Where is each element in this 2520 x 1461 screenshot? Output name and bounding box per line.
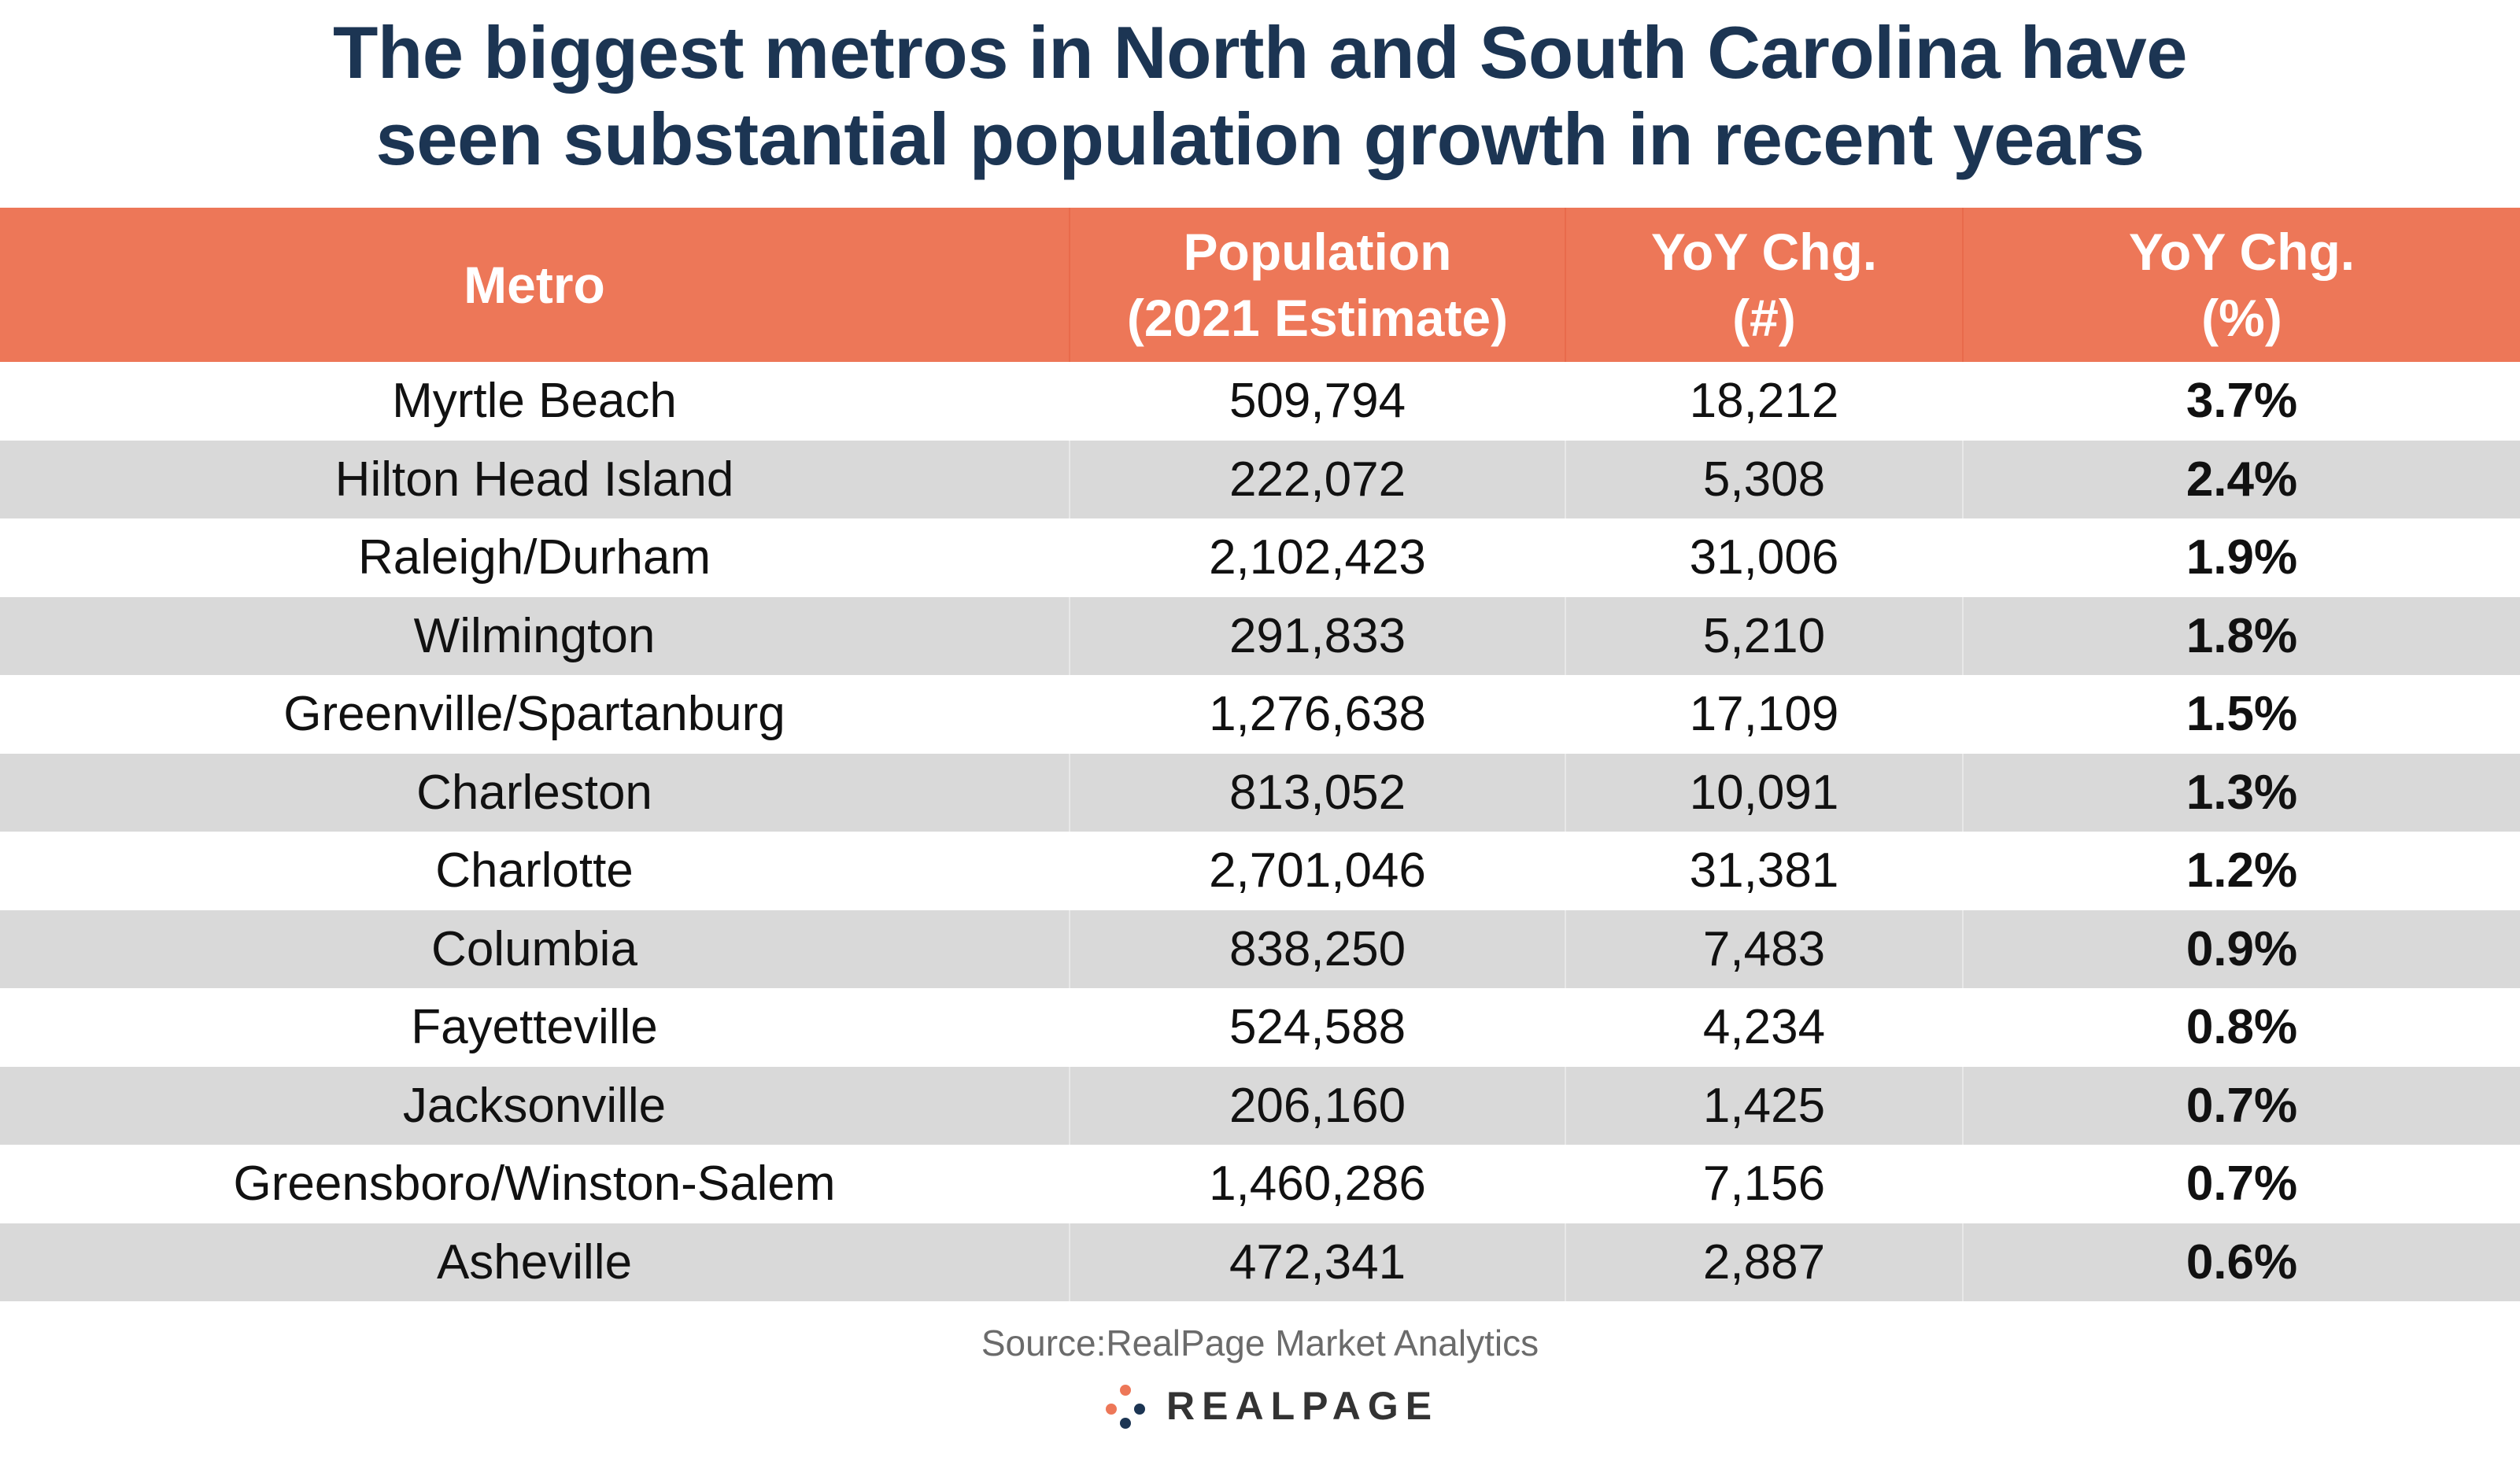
- metro-cell: Greenville/Spartanburg: [283, 687, 785, 742]
- yoy-count-cell: 18,212: [1689, 374, 1839, 429]
- yoy-percent-cell: 1.2%: [2186, 843, 2298, 898]
- table-row: Greensboro/Winston-Salem 1,460,286 7,156 0.…: [0, 1145, 2520, 1223]
- yoy-count-cell: 7,156: [1702, 1157, 1826, 1212]
- table-row: Charleston 813,052 10,091 1.3%: [0, 753, 2520, 832]
- metro-cell: Raleigh/Durham: [358, 530, 711, 585]
- metro-cell: Asheville: [0, 1223, 1070, 1301]
- yoy-percent-cell: 0.7%: [2186, 1078, 2298, 1133]
- yoy-count-cell: 7,483: [1566, 909, 1964, 988]
- metro-cell: Jacksonville: [0, 1066, 1070, 1145]
- yoy-count-cell: 31,381: [1689, 843, 1839, 898]
- table-row: Greenville/Spartanburg 1,276,638 17,109 1.5…: [0, 675, 2520, 754]
- table-row: Hilton Head Island 222,072 5,308 2.4%: [0, 440, 2520, 518]
- population-cell: 222,072: [1070, 440, 1566, 518]
- table-row: Wilmington 291,833 5,210 1.8%: [0, 596, 2520, 675]
- table-row: Jacksonville 206,160 1,425 0.7%: [0, 1066, 2520, 1145]
- yoy-count-cell: 10,091: [1566, 753, 1964, 832]
- metro-cell: Wilmington: [0, 596, 1070, 675]
- yoy-count-cell: 5,308: [1566, 440, 1964, 518]
- yoy-percent-cell: 1.8%: [2186, 608, 2298, 663]
- metro-cell: Fayetteville: [411, 1000, 658, 1055]
- population-cell: 813,052: [1070, 753, 1566, 832]
- table-row: Columbia 838,250 7,483 0.9%: [0, 909, 2520, 988]
- header-yoy-change-percent: YoY Chg. (%): [2128, 223, 2356, 347]
- source-note: Source:RealPage Market Analytics: [981, 1323, 1539, 1363]
- table-row: Asheville 472,341 2,887 0.6%: [0, 1223, 2520, 1301]
- population-cell: 206,160: [1070, 1066, 1566, 1145]
- table-row: Myrtle Beach 509,794 18,212 3.7%: [0, 362, 2520, 441]
- yoy-percent-cell: 3.7%: [2186, 374, 2298, 429]
- yoy-count-cell: 5,210: [1566, 596, 1964, 675]
- yoy-percent-cell: 0.8%: [2186, 1000, 2298, 1055]
- yoy-percent-cell: 1.5%: [2186, 687, 2298, 742]
- yoy-percent-cell: 2.4%: [2186, 452, 2298, 507]
- yoy-percent-cell: 0.6%: [2186, 1234, 2298, 1289]
- yoy-percent-cell: 0.7%: [2186, 1157, 2298, 1212]
- yoy-percent-cell: 1.3%: [2186, 765, 2298, 820]
- metro-cell: Hilton Head Island: [0, 440, 1070, 518]
- population-cell: 2,701,046: [1209, 843, 1426, 898]
- population-cell: 1,460,286: [1209, 1157, 1426, 1212]
- table-row: Raleigh/Durham 2,102,423 31,006 1.9%: [0, 518, 2520, 597]
- yoy-percent-cell: 0.9%: [2186, 921, 2298, 976]
- yoy-count-cell: 31,006: [1689, 530, 1839, 585]
- header-metro: Metro: [0, 208, 1070, 362]
- logo-text: REALPAGE: [1166, 1384, 1439, 1428]
- metro-cell: Charleston: [0, 753, 1070, 832]
- table-header: Metro Population (2021 Estimate) YoY Chg…: [0, 208, 2520, 362]
- chart-title: The biggest metros in North and South Ca…: [332, 11, 2188, 180]
- metro-cell: Charlotte: [435, 843, 634, 898]
- population-cell: 2,102,423: [1209, 530, 1426, 585]
- header-yoy-change-count: YoY Chg. (#): [1566, 208, 1964, 362]
- population-table: Metro Population (2021 Estimate) YoY Chg…: [0, 208, 2520, 1301]
- population-cell: 472,341: [1070, 1223, 1566, 1301]
- realpage-logo: REALPAGE: [1102, 1378, 1439, 1433]
- yoy-percent-cell: 1.9%: [2186, 530, 2298, 585]
- population-cell: 509,794: [1229, 374, 1406, 429]
- header-population: Population (2021 Estimate): [1070, 208, 1566, 362]
- yoy-count-cell: 17,109: [1689, 687, 1839, 742]
- population-cell: 524,588: [1229, 1000, 1406, 1055]
- table-body: Myrtle Beach 509,794 18,212 3.7% Hilton Head…: [0, 362, 2520, 1301]
- population-cell: 838,250: [1070, 909, 1566, 988]
- yoy-count-cell: 2,887: [1566, 1223, 1964, 1301]
- population-cell: 291,833: [1070, 596, 1566, 675]
- metro-cell: Greensboro/Winston-Salem: [233, 1157, 836, 1212]
- table-row: Charlotte 2,701,046 31,381 1.2%: [0, 832, 2520, 910]
- metro-cell: Columbia: [0, 909, 1070, 988]
- metro-cell: Myrtle Beach: [392, 374, 677, 429]
- table-row: Fayetteville 524,588 4,234 0.8%: [0, 988, 2520, 1067]
- realpage-dots-icon: [1106, 1385, 1145, 1429]
- yoy-count-cell: 4,234: [1702, 1000, 1826, 1055]
- population-cell: 1,276,638: [1209, 687, 1426, 742]
- yoy-count-cell: 1,425: [1566, 1066, 1964, 1145]
